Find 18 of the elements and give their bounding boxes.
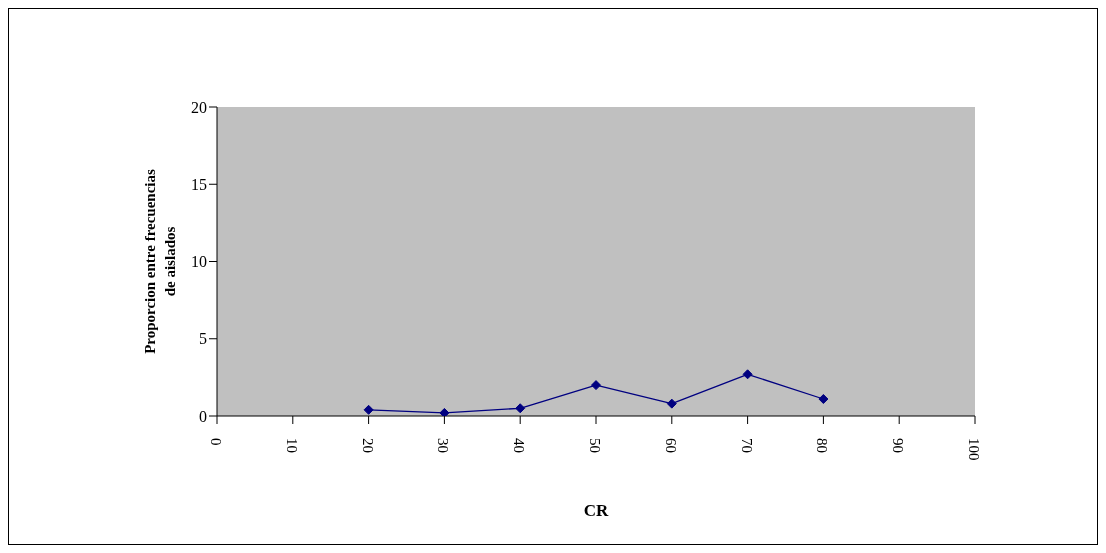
- x-tick-label: 100: [966, 438, 982, 461]
- x-tick-label: 80: [814, 438, 831, 453]
- x-tick-label: 10: [283, 438, 300, 453]
- x-tick-label: 40: [511, 438, 528, 453]
- x-tick-label: 30: [435, 438, 452, 453]
- x-axis-title: CR: [583, 501, 609, 520]
- x-tick-label: 90: [890, 438, 907, 453]
- y-tick-label: 5: [199, 330, 207, 348]
- y-tick-label: 20: [191, 98, 207, 116]
- x-tick-label: 60: [662, 438, 679, 453]
- x-tick-label: 0: [208, 438, 224, 446]
- x-tick-label: 70: [738, 438, 755, 453]
- y-tick-label: 0: [199, 407, 207, 425]
- x-tick-label: 50: [587, 438, 603, 453]
- y-tick-label: 15: [191, 175, 207, 193]
- y-tick-label: 10: [191, 253, 207, 271]
- y-axis-title: Proporcion entre frecuencias de aislados: [142, 168, 178, 354]
- x-tick-label: 20: [359, 438, 376, 453]
